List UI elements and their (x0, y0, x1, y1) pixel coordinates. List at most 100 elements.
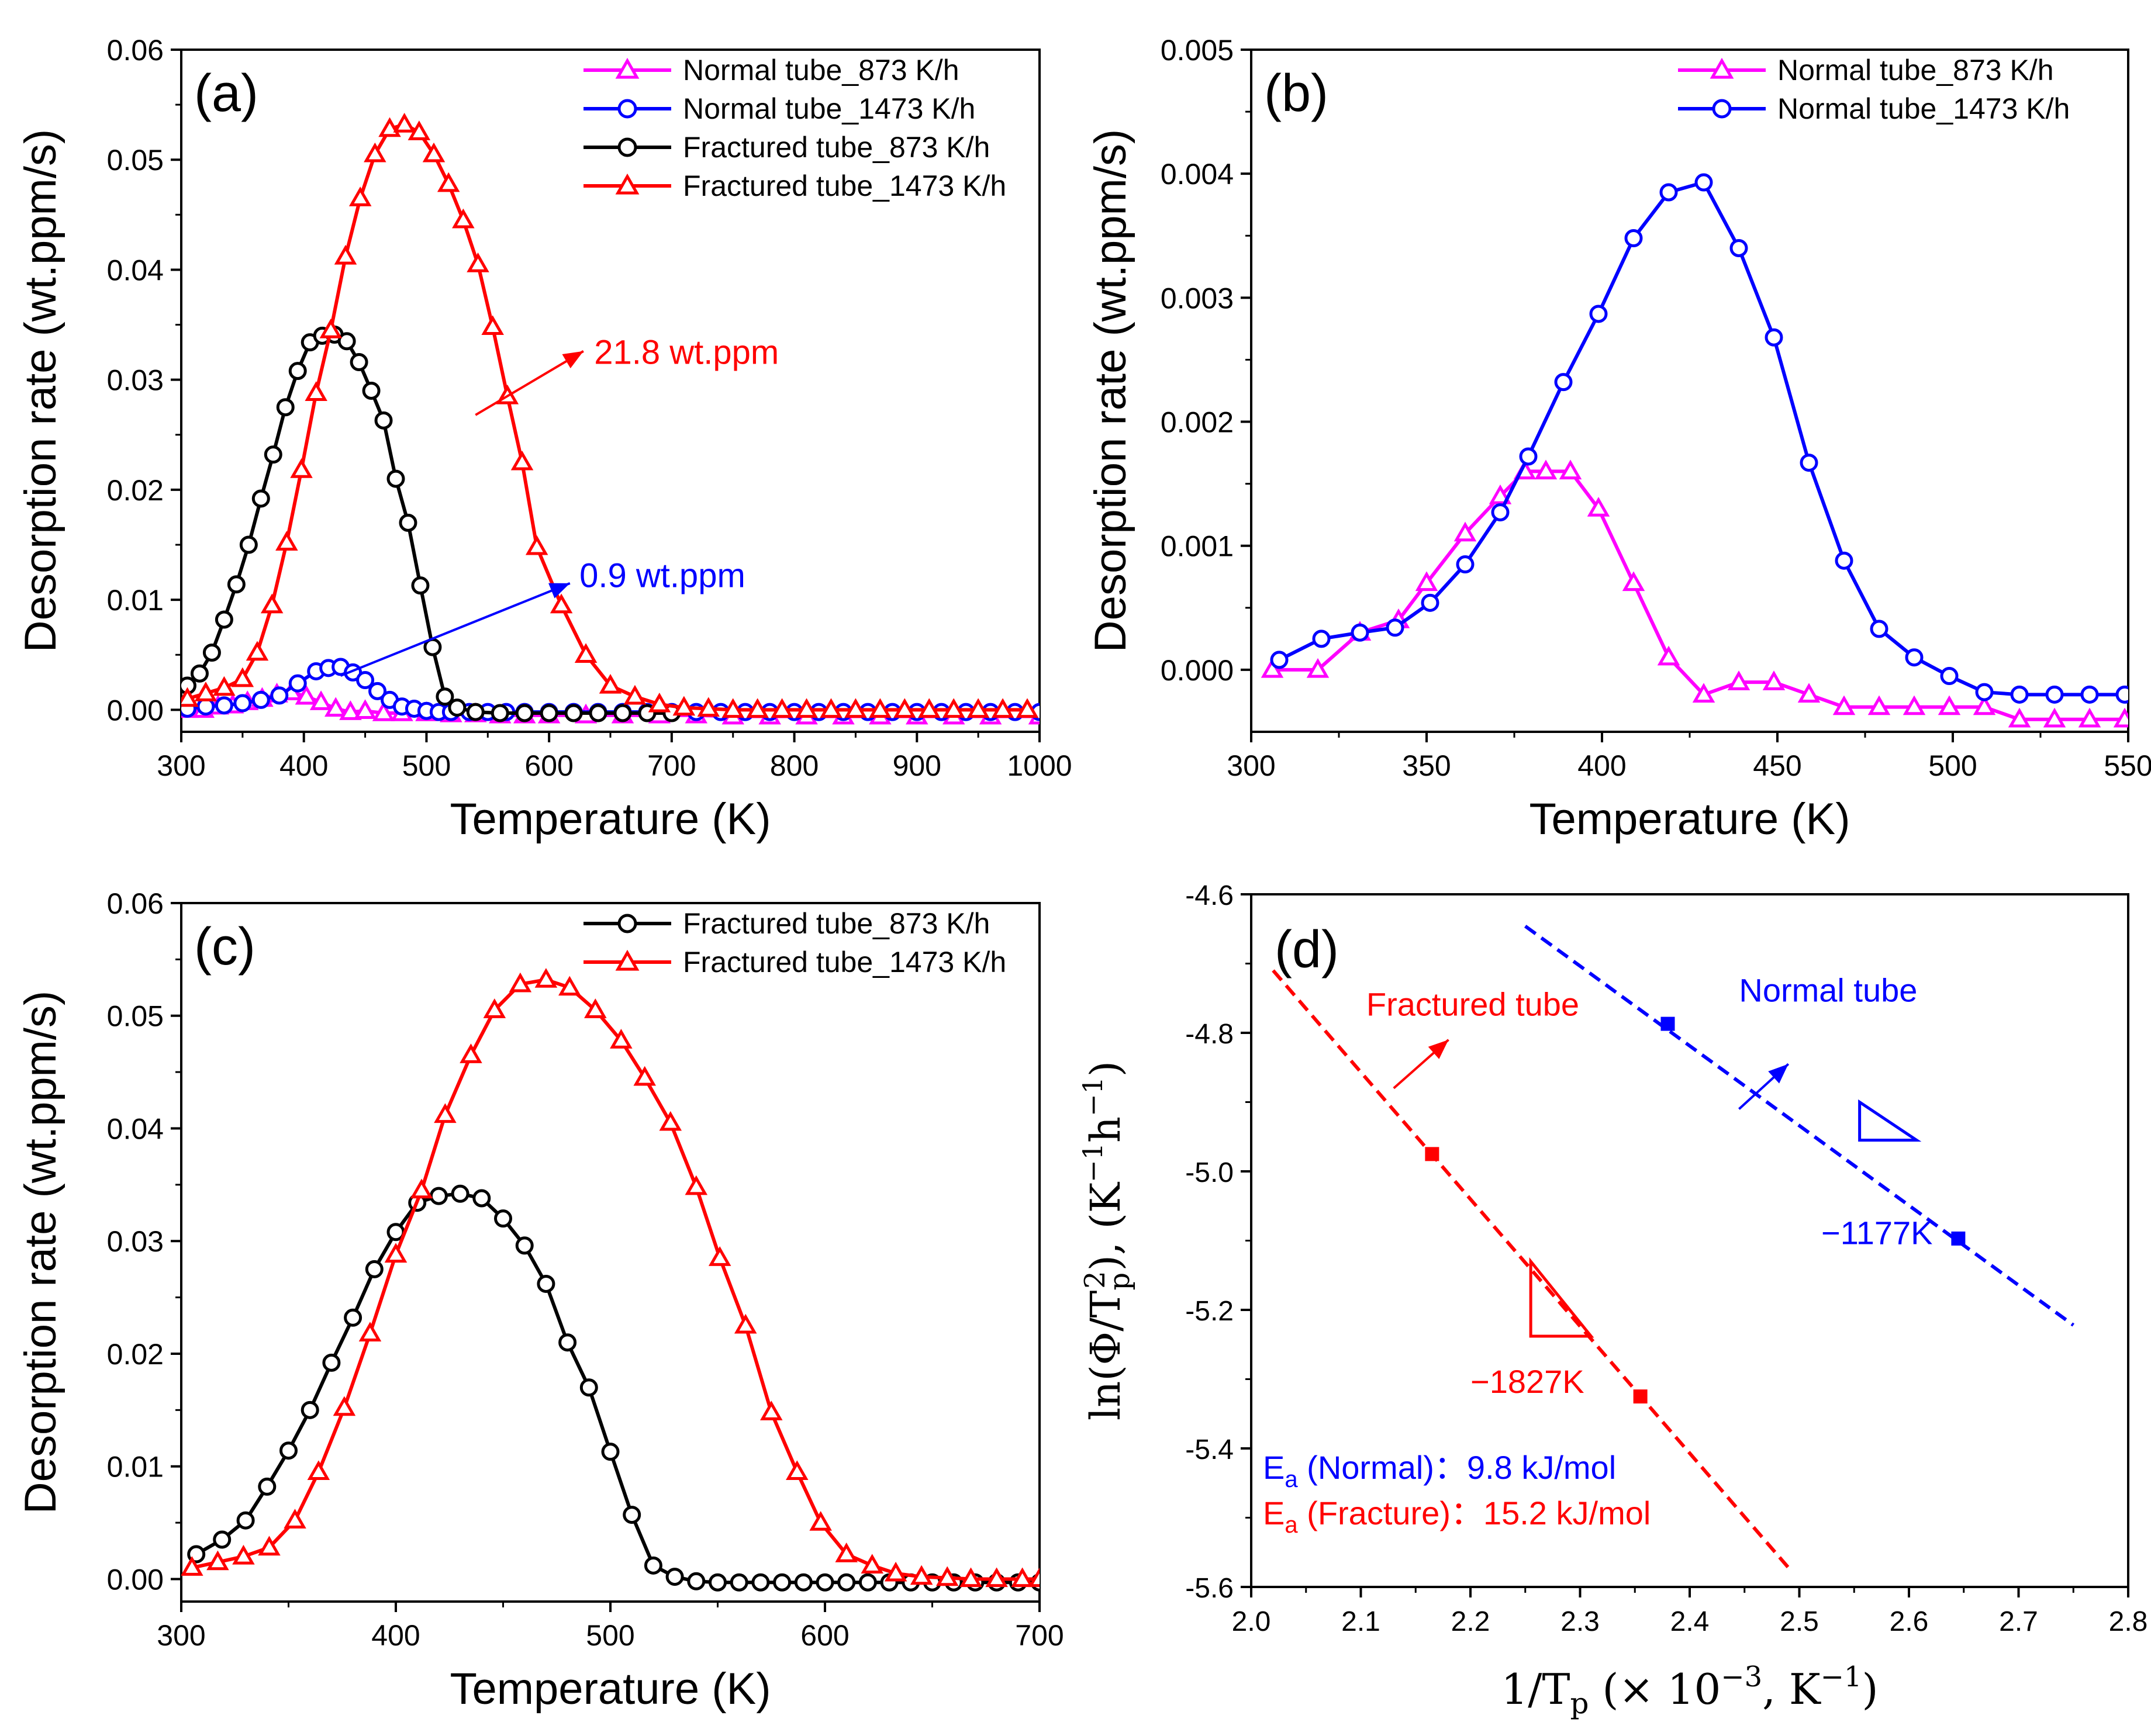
y-tick-label: 0.004 (1161, 158, 1234, 191)
y-tick-label: 0.02 (107, 1338, 164, 1371)
data-point (362, 382, 381, 400)
data-point (275, 531, 298, 551)
data-point (1261, 658, 1284, 678)
data-point (1659, 183, 1678, 202)
y-title-part: −1 (1077, 1143, 1109, 1182)
y-tick-label: 0.01 (107, 584, 164, 617)
panel-label: (c) (194, 918, 256, 976)
data-point (1657, 645, 1680, 666)
x-axis-title: Temperature (K) (1529, 794, 1850, 844)
y-tick-label: 0.03 (107, 364, 164, 397)
series-normal-tube (1524, 925, 2075, 1327)
data-point (307, 1460, 330, 1481)
data-point (1519, 447, 1538, 466)
data-point (472, 1189, 491, 1208)
x-tick-label: 2.4 (1670, 1606, 1710, 1637)
y-title-part: p (1103, 1272, 1136, 1291)
data-point (1554, 373, 1573, 392)
x-title-part: p (1570, 1686, 1589, 1720)
data-point (1489, 484, 1512, 504)
data-point (1270, 651, 1289, 669)
data-point (276, 398, 295, 417)
y-tick-label: -4.8 (1185, 1019, 1234, 1050)
legend-label: Normal tube_873 K/h (683, 54, 959, 87)
data-point (1870, 620, 1888, 638)
data-point (861, 1554, 883, 1574)
ea-symbol: E (1263, 1495, 1285, 1531)
x-tick-label: 900 (893, 749, 941, 782)
data-point (644, 1556, 662, 1575)
data-point (1765, 328, 1783, 347)
annotation-label: 0.9 wt.ppm (579, 557, 745, 595)
data-point (730, 1573, 748, 1592)
data-point (623, 1506, 641, 1524)
annotation-arrow-head (1428, 1039, 1449, 1059)
data-point (893, 698, 916, 718)
data-point (1832, 695, 1856, 715)
data-point (721, 698, 744, 718)
legend-label: Normal tube_873 K/h (1777, 54, 2054, 87)
data-point (467, 253, 489, 272)
y-tick-label: 0.02 (107, 474, 164, 507)
annotation-arrow-shaft (475, 350, 584, 416)
data-point (466, 703, 485, 721)
data-point (372, 701, 395, 721)
data-point (601, 1443, 620, 1461)
data-point (337, 332, 356, 351)
series-fractured-tube-873-k-h (187, 1184, 1040, 1592)
y-tick-label: -5.2 (1185, 1296, 1234, 1327)
y-tick-label: 0.000 (1161, 654, 1234, 687)
data-point (617, 99, 637, 119)
data-point (202, 643, 221, 662)
data-point (746, 698, 769, 718)
x-tick-label: 300 (1227, 749, 1275, 782)
data-point (510, 450, 534, 471)
data-point (1587, 497, 1610, 517)
legend-label: Fractured tube_1473 K/h (683, 946, 1006, 978)
legend-label: Fractured tube_1473 K/h (683, 170, 1006, 202)
ea-text: (Normal)：9.8 kJ/mol (1298, 1449, 1617, 1486)
data-point (623, 684, 647, 705)
data-point (365, 1260, 384, 1278)
data-point (1624, 229, 1643, 248)
data-point (194, 682, 217, 701)
y-tick-label: 0.00 (107, 694, 164, 727)
y-axis-title: Desorption rate (wt.ppm/s) (16, 991, 65, 1514)
y-tick-label: 0.05 (107, 144, 164, 177)
data-point (795, 698, 818, 718)
y-tick-label: -5.4 (1185, 1434, 1234, 1465)
data-point (1800, 454, 1818, 472)
legend-label: Normal tube_1473 K/h (683, 92, 975, 125)
series-normal-tube-1473-k-h (1270, 173, 2128, 704)
activation-energy-label: Ea (Normal)：9.8 kJ/mol (1263, 1449, 1616, 1492)
data-point (613, 704, 632, 722)
series-fractured-tube-873-k-h (181, 326, 681, 722)
data-point (258, 1536, 281, 1556)
x-tick-label: 2.3 (1560, 1606, 1600, 1637)
data-point (1951, 1231, 1966, 1246)
y-tick-label: 0.001 (1161, 530, 1234, 563)
data-point (322, 1353, 341, 1372)
data-point (2113, 707, 2128, 728)
x-tick-label: 2.1 (1341, 1606, 1380, 1637)
data-point (399, 513, 417, 532)
data-point (959, 1567, 982, 1588)
panel-label: (d) (1275, 921, 1339, 979)
data-point (991, 698, 1014, 718)
ea-symbol: E (1263, 1449, 1285, 1486)
data-point (751, 1573, 770, 1592)
data-point (452, 208, 475, 229)
data-point (515, 704, 534, 722)
data-point (615, 173, 640, 195)
data-point (835, 1543, 858, 1562)
data-point (393, 113, 416, 133)
data-point (1940, 667, 1959, 686)
data-point (411, 576, 430, 595)
data-point (1559, 459, 1582, 480)
data-point (436, 687, 454, 706)
data-point (794, 1573, 813, 1592)
plot-area (1261, 173, 2128, 728)
data-point (288, 674, 307, 693)
x-tick-label: 2.8 (2109, 1606, 2148, 1637)
data-point (659, 1111, 682, 1131)
